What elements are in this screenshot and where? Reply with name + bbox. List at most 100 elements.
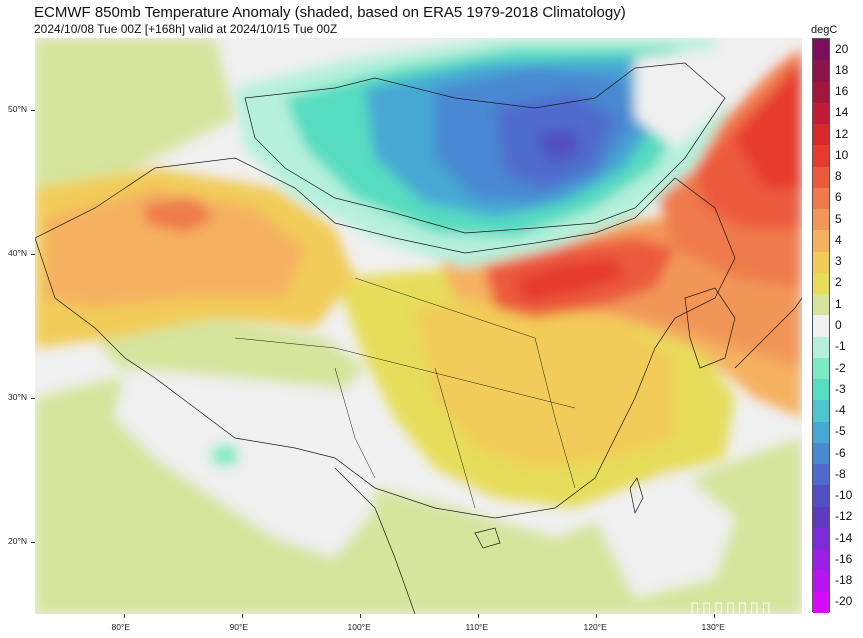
colorbar-label: -8 xyxy=(835,466,846,481)
colorbar-segment xyxy=(813,570,829,593)
colorbar-label: -14 xyxy=(835,530,853,545)
lat-label: 40°N xyxy=(8,248,27,258)
colorbar-label: -1 xyxy=(835,339,846,354)
region-zero-ne xyxy=(635,48,735,148)
colorbar-label: 20 xyxy=(835,41,849,56)
anomaly-map xyxy=(35,38,802,614)
region-plus6-west xyxy=(145,198,215,233)
colorbar-label: 2 xyxy=(835,275,842,290)
colorbar-label: -3 xyxy=(835,381,846,396)
colorbar-unit: degC xyxy=(811,24,838,36)
region-zero-se xyxy=(595,468,735,598)
region-minus10-mongolia xyxy=(535,128,580,163)
colorbar-segment xyxy=(813,549,829,571)
colorbar-segment xyxy=(813,336,829,359)
boundary-japan xyxy=(734,297,802,369)
lat-tick xyxy=(31,110,35,111)
lon-label: 110°E xyxy=(465,622,489,632)
lon-tick xyxy=(123,614,125,618)
colorbar-segment xyxy=(813,485,829,508)
lon-label: 130°E xyxy=(701,622,725,632)
lon-label: 120°E xyxy=(583,622,607,632)
colorbar-segment xyxy=(813,379,829,401)
colorbar-segment xyxy=(813,591,829,614)
colorbar-segment xyxy=(813,442,829,465)
boundary-provinces xyxy=(234,277,576,509)
lat-tick xyxy=(31,254,35,255)
lat-tick xyxy=(31,398,35,399)
colorbar-label: 16 xyxy=(835,84,849,99)
watermark: ▯▯▯▯▯▯▯ xyxy=(690,598,774,618)
colorbar-segment xyxy=(813,400,829,423)
lon-tick xyxy=(595,614,597,618)
colorbar-segment xyxy=(813,464,829,486)
colorbar-label: 3 xyxy=(835,254,842,269)
region-plus10-ne xyxy=(735,58,802,188)
map-boundaries xyxy=(35,62,802,614)
anomaly-map-svg xyxy=(35,38,802,614)
colorbar-segment xyxy=(813,145,829,168)
colorbar-label: 6 xyxy=(835,190,842,205)
colorbar-segment xyxy=(813,209,829,231)
chart-title: ECMWF 850mb Temperature Anomaly (shaded,… xyxy=(34,4,626,21)
colorbar-label: -16 xyxy=(835,551,853,566)
colorbar-label: -10 xyxy=(835,488,853,503)
lat-tick xyxy=(31,542,35,543)
colorbar-segment xyxy=(813,294,829,316)
colorbar-segment xyxy=(813,60,829,82)
colorbar-label: -18 xyxy=(835,573,853,588)
lat-label: 30°N xyxy=(8,392,27,402)
region-plus3-band xyxy=(415,298,675,468)
colorbar-segment xyxy=(813,166,829,189)
colorbar-label: 4 xyxy=(835,232,842,247)
colorbar-label: -4 xyxy=(835,403,846,418)
colorbar-label: 1 xyxy=(835,296,842,311)
colorbar-label: 12 xyxy=(835,126,849,141)
colorbar-label: 0 xyxy=(835,318,842,332)
colorbar-segment xyxy=(813,357,829,380)
colorbar-segment xyxy=(813,421,829,444)
lon-tick xyxy=(241,614,243,618)
lon-label: 90°E xyxy=(229,622,249,632)
lat-label: 50°N xyxy=(8,104,27,114)
boundary-hainan xyxy=(474,527,501,549)
lon-label: 80°E xyxy=(111,622,131,632)
colorbar-label: 18 xyxy=(835,62,849,77)
colorbar-segment xyxy=(813,124,829,146)
colorbar-segment xyxy=(813,527,829,550)
boundary-indochina xyxy=(334,467,416,614)
anomaly-shading xyxy=(35,38,802,614)
colorbar-segment xyxy=(813,102,829,125)
lon-tick xyxy=(477,614,479,618)
colorbar-label: -6 xyxy=(835,445,846,460)
region-plus10-north xyxy=(515,258,625,303)
chart-subtitle: 2024/10/08 Tue 00Z [+168h] valid at 2024… xyxy=(34,22,338,36)
colorbar-segment xyxy=(813,81,829,104)
boundary-taiwan xyxy=(629,477,644,515)
lon-tick xyxy=(713,614,715,618)
boundary-china xyxy=(35,157,736,519)
lat-label: 20°N xyxy=(8,536,27,546)
colorbar-label: 10 xyxy=(835,147,849,162)
lon-label: 100°E xyxy=(347,622,371,632)
colorbar xyxy=(812,38,830,614)
region-minus3-sw xyxy=(210,443,240,468)
region-plus4-west xyxy=(45,188,305,308)
colorbar-segment xyxy=(813,230,829,253)
region-zero-sw xyxy=(115,368,375,558)
colorbar-segment xyxy=(813,251,829,274)
colorbar-label: 14 xyxy=(835,105,849,120)
colorbar-label: 8 xyxy=(835,169,842,184)
colorbar-label: -12 xyxy=(835,509,853,524)
colorbar-segment xyxy=(813,272,829,295)
lon-tick xyxy=(359,614,361,618)
boundary-mongolia xyxy=(244,62,726,234)
colorbar-label: -2 xyxy=(835,360,846,375)
colorbar-segment xyxy=(813,187,829,210)
region-plus1-west xyxy=(35,38,235,208)
boundary-korea xyxy=(684,287,736,369)
colorbar-label: -5 xyxy=(835,424,846,439)
colorbar-segment xyxy=(813,315,829,338)
colorbar-label: -20 xyxy=(835,594,853,609)
colorbar-segment xyxy=(813,506,829,529)
